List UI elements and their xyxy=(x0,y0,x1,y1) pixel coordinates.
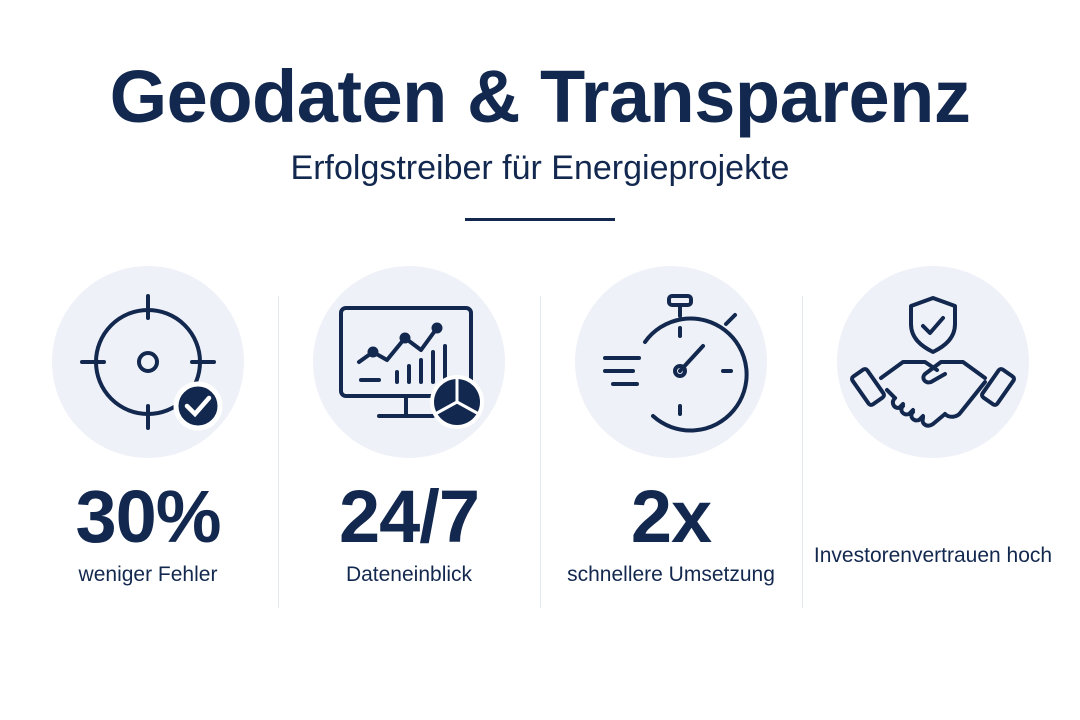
stat-value: 24/7 xyxy=(338,475,480,558)
stat-card-errors: 30% weniger Fehler xyxy=(18,266,278,616)
icon-circle xyxy=(52,266,244,458)
stat-card-investor-trust: Investorenvertrauen hoch xyxy=(803,266,1063,616)
stat-label: schnellere Umsetzung xyxy=(567,563,775,586)
icon-circle xyxy=(837,266,1029,458)
icon-circle xyxy=(575,266,767,458)
stat-label: Dateneinblick xyxy=(345,563,473,586)
target-check-icon xyxy=(80,294,223,431)
stopwatch-icon xyxy=(603,294,749,433)
stat-card-data-insight: 24/7 Dateneinblick xyxy=(279,266,539,616)
handshake-shield-icon xyxy=(850,296,1016,428)
stat-value: 2x xyxy=(630,475,712,558)
page-subtitle: Erfolgstreiber für Energieprojekte xyxy=(290,149,790,187)
stat-card-speed: 2x schnellere Umsetzung xyxy=(541,266,801,616)
column-divider xyxy=(278,296,279,608)
column-divider xyxy=(802,296,803,608)
page-title: Geodaten & Transparenz xyxy=(109,55,971,138)
stat-label: weniger Fehler xyxy=(78,563,218,586)
icon-circle xyxy=(313,266,505,458)
title-underline xyxy=(465,218,615,221)
stat-label: Investorenvertrauen hoch xyxy=(813,544,1053,567)
column-divider xyxy=(540,296,541,608)
stat-value: 30% xyxy=(75,475,221,558)
monitor-chart-icon xyxy=(339,306,484,429)
